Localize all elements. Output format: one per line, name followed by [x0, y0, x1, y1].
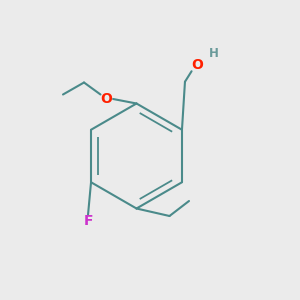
- Text: O: O: [100, 92, 112, 106]
- Text: F: F: [83, 214, 93, 228]
- Text: O: O: [191, 58, 203, 72]
- Text: H: H: [208, 47, 218, 60]
